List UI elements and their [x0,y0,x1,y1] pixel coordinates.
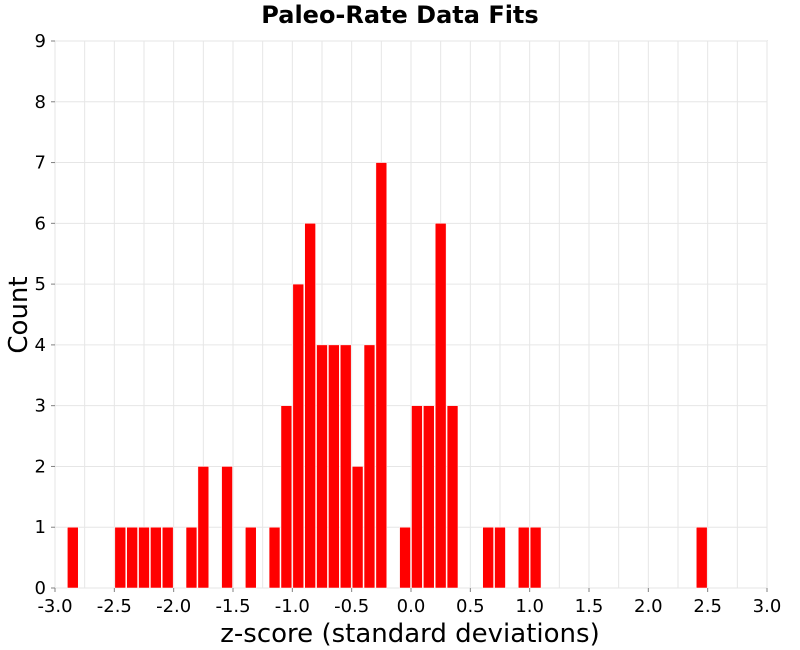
histogram-bar [434,223,447,589]
histogram-bar [375,162,388,589]
histogram-bar [126,526,138,589]
y-tick-label: 6 [35,213,46,234]
x-tick-label: 1.5 [575,596,604,617]
x-axis-label: z-score (standard deviations) [220,619,599,649]
histogram-bar [423,405,435,589]
x-tick-label: -2.5 [97,596,132,617]
histogram-bar [411,405,423,589]
histogram-bar [328,344,340,589]
histogram-bar [518,526,530,589]
x-tick-label: 2.0 [634,596,663,617]
bars [67,162,708,589]
histogram-bar [399,526,411,589]
histogram-bar [363,344,376,589]
x-tick-label: -3.0 [37,596,72,617]
y-tick-label: 2 [35,456,46,477]
histogram-bar [446,405,459,589]
histogram-bar [114,526,126,589]
histogram-bar [185,526,198,589]
histogram-bar [221,466,233,589]
y-tick-label: 9 [35,31,46,52]
y-tick-label: 8 [35,92,46,113]
y-tick-label: 3 [35,396,46,417]
histogram-bar [529,526,542,589]
y-tick-label: 0 [35,578,46,599]
x-tick-label: -0.5 [334,596,369,617]
histogram-bar [280,405,293,589]
x-tick-label: -1.0 [275,596,310,617]
y-axis-label: Count [4,276,34,353]
histogram-bar [150,526,162,589]
axes: -3.0 -2.5 -2.0 -1.5 -1.0 -0.5 0.0 0.5 1.0 1.5 2.0 2… [35,31,782,617]
histogram-bar [316,344,328,589]
x-tick-label: 3.0 [753,596,782,617]
x-tick-label: 0.0 [397,596,426,617]
x-tick-label: -2.0 [156,596,191,617]
y-tick-label: 5 [35,274,46,295]
histogram-bar [494,526,506,589]
x-tick-label: 2.5 [693,596,722,617]
histogram-bar [268,526,281,589]
histogram-bar [696,526,708,589]
histogram-bar [162,526,174,589]
y-tick-label: 1 [35,517,46,538]
histogram-bar [351,466,364,589]
y-tick-label: 7 [35,153,46,174]
histogram-bar [482,526,494,589]
y-tick-label: 4 [35,335,46,356]
chart-title: Paleo-Rate Data Fits [261,1,538,29]
histogram-bar [197,466,210,589]
histogram-bar [138,526,150,589]
histogram-bar [304,223,316,589]
x-tick-label: 1.0 [515,596,544,617]
histogram-bar [67,526,79,589]
x-tick-label: -1.5 [215,596,250,617]
histogram-bar [292,283,304,589]
x-tick-label: 0.5 [456,596,485,617]
histogram-bar [340,344,352,589]
histogram-bar [245,526,257,589]
gridlines [54,40,768,589]
